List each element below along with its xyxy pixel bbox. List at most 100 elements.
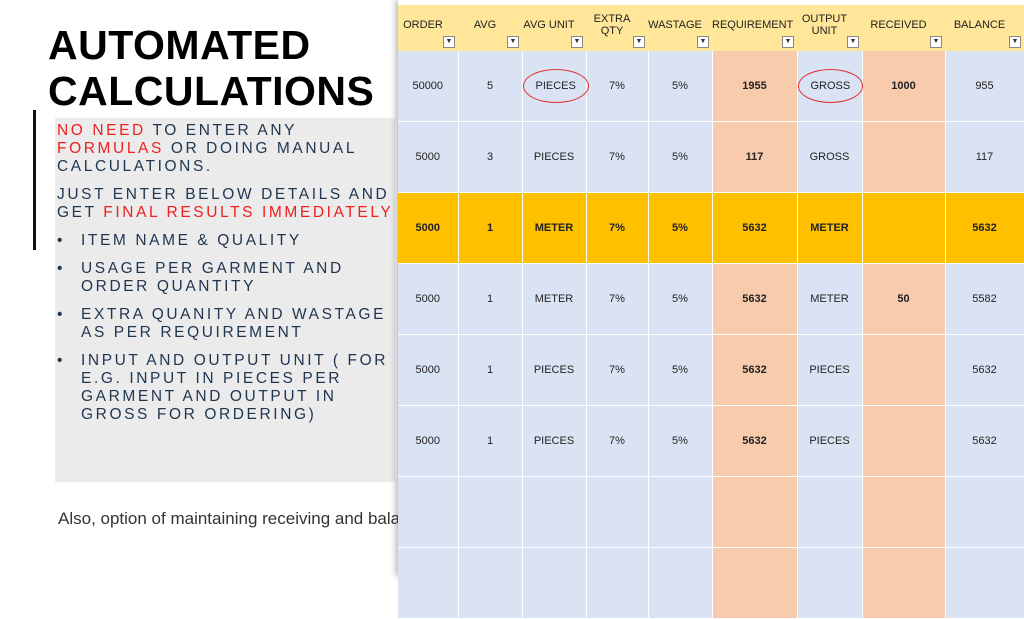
table-cell[interactable]: GROSS [797,121,863,193]
table-cell[interactable]: PIECES [522,405,587,477]
cell-value: 5% [672,364,688,376]
table-cell[interactable] [862,405,946,477]
cell-value: 5632 [972,222,997,234]
table-cell[interactable]: 5632 [712,405,798,477]
table-cell[interactable]: 1955 [712,50,798,122]
filter-dropdown-icon[interactable]: ▼ [507,35,519,48]
spreadsheet: ORDER ▼ AVG ▼ AVG UNIT ▼ EXTRA QTY ▼ WASTAGE ▼ REQ… [398,0,1024,619]
table-cell[interactable]: 5% [648,263,713,335]
table-cell[interactable]: METER [797,192,863,264]
filter-dropdown-icon[interactable]: ▼ [571,35,583,48]
cell-value: 5632 [742,435,767,447]
table-cell[interactable]: 5632 [945,192,1024,264]
table-cell[interactable]: 1 [458,263,523,335]
table-cell[interactable] [522,547,587,619]
table-cell[interactable] [862,121,946,193]
filter-dropdown-icon[interactable]: ▼ [633,35,645,48]
table-cell[interactable] [712,547,798,619]
table-cell[interactable] [712,476,798,548]
table-cell[interactable] [648,476,713,548]
table-cell[interactable]: 7% [586,121,649,193]
table-cell[interactable]: 50000 [398,50,459,122]
cell-value: PIECES [809,435,850,447]
table-cell[interactable]: 5632 [945,405,1024,477]
filter-dropdown-icon[interactable]: ▼ [782,35,794,48]
table-cell[interactable]: METER [522,263,587,335]
table-cell[interactable]: 5% [648,405,713,477]
table-cell[interactable]: 7% [586,405,649,477]
header-label: REQUIREMENT [712,18,794,31]
table-cell[interactable]: 7% [586,50,649,122]
table-cell[interactable] [398,476,459,548]
table-cell[interactable]: PIECES [797,405,863,477]
table-cell[interactable]: 5% [648,334,713,406]
table-cell[interactable]: 1 [458,405,523,477]
table-cell[interactable]: 5% [648,121,713,193]
filter-dropdown-icon[interactable]: ▼ [930,35,942,48]
table-cell[interactable]: 5000 [398,334,459,406]
table-cell[interactable]: 5% [648,192,713,264]
table-cell[interactable]: PIECES [522,334,587,406]
table-cell[interactable] [862,334,946,406]
cell-value: 5% [672,151,688,163]
table-cell[interactable]: 5 [458,50,523,122]
table-cell[interactable] [522,476,587,548]
table-cell[interactable] [797,476,863,548]
cell-value: 5% [672,222,688,234]
table-cell[interactable]: 5000 [398,405,459,477]
table-cell[interactable]: 1 [458,334,523,406]
table-cell[interactable] [648,547,713,619]
table-cell[interactable] [458,476,523,548]
table-cell[interactable]: 7% [586,192,649,264]
filter-dropdown-icon[interactable]: ▼ [1009,35,1021,48]
filter-dropdown-icon[interactable]: ▼ [697,35,709,48]
table-cell[interactable]: 7% [586,263,649,335]
filter-dropdown-icon[interactable]: ▼ [847,35,859,48]
table-cell[interactable]: PIECES [522,121,587,193]
table-cell[interactable]: 1000 [862,50,946,122]
table-cell[interactable]: PIECES [797,334,863,406]
table-cell[interactable] [398,547,459,619]
table-cell[interactable]: 50 [862,263,946,335]
circled-cell-value: GROSS [797,68,864,103]
cell-value: 5000 [415,151,440,163]
table-cell[interactable]: 5% [648,50,713,122]
table-cell[interactable]: METER [797,263,863,335]
table-cell[interactable]: PIECES [522,50,589,122]
header-label: RECEIVED [870,18,927,31]
table-cell[interactable] [862,547,946,619]
table-cell[interactable]: 5632 [712,192,798,264]
table-cell[interactable] [945,476,1024,548]
table-cell[interactable]: 1 [458,192,523,264]
cell-value: 5% [672,293,688,305]
table-cell[interactable]: 5632 [945,334,1024,406]
table-cell[interactable]: 5632 [712,263,798,335]
table-cell[interactable] [862,476,946,548]
table-cell[interactable] [586,476,649,548]
table-cell[interactable] [862,192,946,264]
table-cell[interactable]: 7% [586,334,649,406]
header-label: AVG [473,18,497,31]
table-cell[interactable]: 117 [712,121,798,193]
table-cell[interactable]: 117 [945,121,1024,193]
table-cell[interactable] [945,547,1024,619]
table-cell[interactable]: 955 [945,50,1024,122]
table-cell[interactable]: GROSS [797,50,864,122]
header-label: AVG UNIT [523,18,575,31]
table-cell[interactable]: 5632 [712,334,798,406]
table-row [398,547,1024,619]
table-cell[interactable]: METER [522,192,587,264]
table-cell[interactable]: 5000 [398,121,459,193]
bullet-item: ITEM NAME & QUALITY [57,232,395,250]
table-cell[interactable]: 5582 [945,263,1024,335]
table-cell[interactable] [458,547,523,619]
table-cell[interactable] [797,547,863,619]
table-cell[interactable]: 3 [458,121,523,193]
table-cell[interactable]: 5000 [398,192,459,264]
cell-value: 5000 [415,222,440,234]
header-label: OUTPUT UNIT [801,12,848,37]
table-cell[interactable] [586,547,649,619]
header-label: ORDER [403,18,443,31]
filter-dropdown-icon[interactable]: ▼ [443,35,455,48]
table-cell[interactable]: 5000 [398,263,459,335]
